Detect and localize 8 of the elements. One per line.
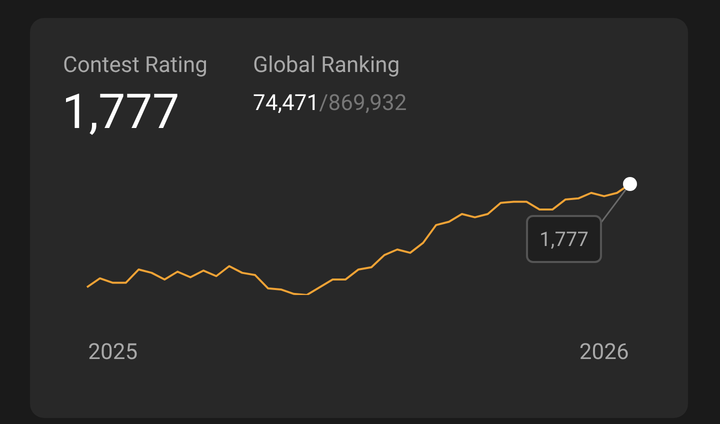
text: 74,471 [253, 91, 320, 116]
text: /869,932 [319, 91, 407, 116]
chart-title: Contest Rating [63, 52, 208, 80]
x-tick-label: 2026 [579, 340, 629, 365]
annotation: 1,777 [540, 227, 588, 251]
text: 1,777 [62, 83, 180, 140]
text: Global Ranking [253, 52, 400, 80]
x-tick-label: 2025 [88, 340, 138, 365]
